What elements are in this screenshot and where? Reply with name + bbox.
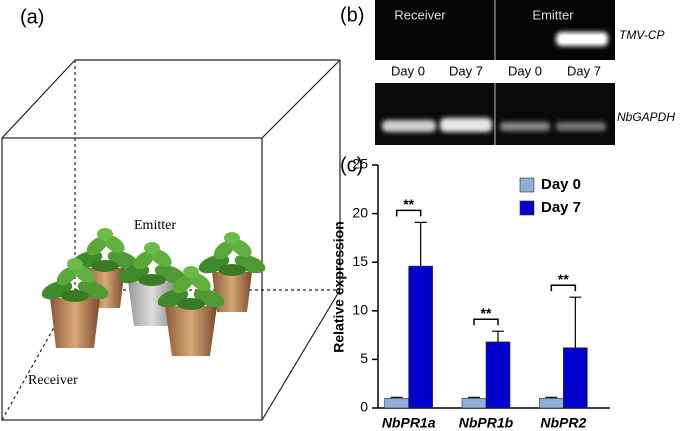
y-axis-label: Relative expression <box>331 221 347 353</box>
y-tick-label: 20 <box>352 204 368 220</box>
error-bar <box>390 396 403 399</box>
significance-label: ** <box>481 305 492 321</box>
bar <box>563 347 588 409</box>
error-bar <box>414 221 427 267</box>
error-bar <box>545 396 558 399</box>
gene-label: NbGAPDH <box>617 110 675 124</box>
emitter-label: Emitter <box>134 218 176 233</box>
panel-label: (c) <box>340 154 363 176</box>
bar <box>485 341 511 409</box>
error-bar <box>468 396 480 399</box>
y-tick-label: 15 <box>352 253 368 269</box>
bar <box>408 265 433 409</box>
legend-label: Day 7 <box>541 199 581 216</box>
gel-top <box>375 0 615 60</box>
bar <box>384 397 409 409</box>
y-tick-label: 10 <box>352 302 368 318</box>
error-bar <box>569 296 582 348</box>
day-label: Day 0 <box>508 63 542 78</box>
chamber <box>1 59 341 421</box>
significance-label: ** <box>558 271 569 287</box>
significance-bracket <box>550 284 577 292</box>
x-tick-label: NbPR1b <box>459 415 514 431</box>
y-tick-label: 5 <box>360 350 368 366</box>
error-bar <box>492 330 504 342</box>
gene-label: TMV-CP <box>619 28 665 42</box>
panel-label: (b) <box>340 4 364 26</box>
day-label: Day 7 <box>567 63 601 78</box>
panel-label: (a) <box>20 6 44 28</box>
x-tick-label: NbPR1a <box>382 415 436 431</box>
plants <box>39 228 268 356</box>
legend-label: Day 0 <box>541 176 581 193</box>
day-label: Day 0 <box>391 63 425 78</box>
x-tick-label: NbPR2 <box>540 415 586 431</box>
significance-bracket <box>395 209 422 217</box>
bar <box>461 397 487 409</box>
significance-label: ** <box>403 196 414 212</box>
column-label: Emitter <box>532 7 574 22</box>
legend-swatch <box>519 200 535 216</box>
y-tick-label: 25 <box>352 156 368 172</box>
column-label: Receiver <box>394 7 446 22</box>
bar <box>539 397 564 409</box>
receiver-label: Receiver <box>28 373 78 388</box>
gel-bottom <box>375 83 615 145</box>
y-tick-label: 0 <box>360 399 368 415</box>
legend-swatch <box>519 177 535 193</box>
significance-bracket <box>473 318 499 326</box>
day-label: Day 7 <box>449 63 483 78</box>
